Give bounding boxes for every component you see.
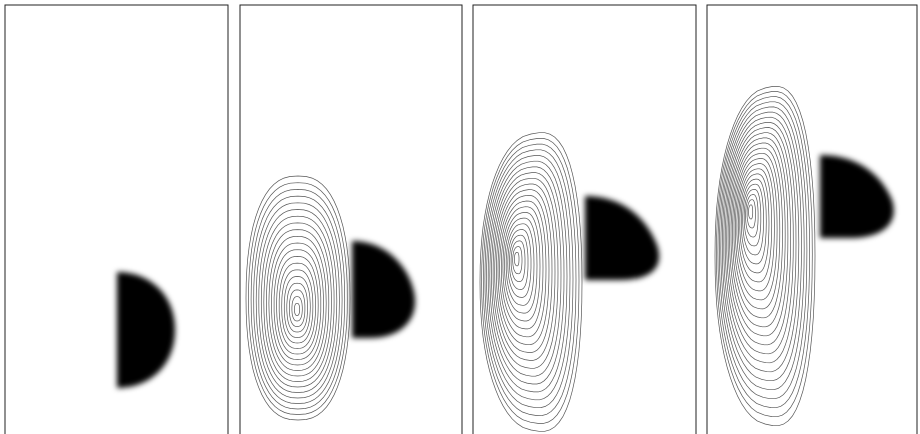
streamline — [510, 240, 526, 282]
streamline — [484, 149, 574, 409]
streamline — [255, 202, 340, 399]
streamline — [500, 206, 544, 330]
streamlines — [245, 85, 816, 432]
streamline — [743, 189, 762, 247]
streamline — [245, 175, 351, 421]
streamline — [260, 215, 335, 388]
streamline — [253, 195, 343, 404]
streamline — [748, 204, 754, 220]
streamline — [746, 199, 756, 229]
streamline — [492, 177, 559, 369]
streamline — [278, 262, 316, 349]
streamline — [719, 101, 808, 400]
streamline — [716, 91, 813, 418]
streamline — [735, 158, 778, 301]
streamline — [507, 229, 532, 298]
streamline — [273, 249, 322, 360]
streamline — [283, 276, 311, 338]
streamline — [266, 229, 330, 377]
streamline — [271, 242, 324, 366]
streamline — [504, 217, 538, 314]
panel-frame — [239, 4, 463, 434]
streamline — [497, 194, 550, 346]
streamline — [509, 234, 529, 290]
streamline — [733, 152, 781, 310]
streamline — [717, 96, 810, 409]
streamline — [286, 282, 308, 333]
streamline — [481, 138, 580, 424]
streamline — [745, 194, 759, 238]
streamline — [723, 116, 800, 373]
streamline — [250, 189, 346, 410]
streamline — [727, 132, 791, 346]
streamline — [496, 189, 553, 353]
panel-frame — [472, 4, 697, 434]
streamline — [263, 222, 332, 382]
streamline — [487, 160, 568, 393]
streamline — [737, 168, 773, 283]
streamline — [502, 212, 541, 322]
streamline — [258, 209, 338, 393]
streamline — [494, 183, 556, 361]
streamline — [512, 246, 523, 275]
streamline — [268, 235, 327, 371]
streamline — [505, 223, 535, 306]
streamline — [294, 302, 301, 316]
bubble — [117, 272, 175, 388]
streamline — [482, 143, 577, 416]
streamline — [499, 200, 547, 338]
streamline — [491, 172, 562, 377]
streamline — [736, 163, 775, 292]
panel-frame — [4, 4, 229, 434]
streamline — [730, 142, 786, 328]
streamline — [276, 256, 319, 355]
bubble — [820, 155, 894, 238]
streamline — [281, 269, 314, 344]
streamline — [714, 85, 816, 427]
streamline — [479, 132, 583, 432]
bubble — [585, 196, 660, 280]
streamline — [720, 106, 805, 391]
streamline — [486, 155, 571, 401]
streamline — [721, 111, 802, 382]
streamline — [489, 166, 565, 385]
streamline — [742, 183, 764, 256]
streamline — [291, 296, 303, 322]
streamline — [739, 173, 770, 274]
streamline — [729, 137, 789, 337]
streamline — [724, 122, 797, 364]
streamline — [726, 127, 794, 355]
streamline — [248, 182, 348, 415]
bubble — [352, 241, 416, 338]
streamline — [288, 289, 306, 327]
streamline — [514, 251, 520, 267]
panel-frame — [706, 4, 918, 434]
streamline — [740, 178, 767, 265]
streamline — [732, 147, 783, 319]
